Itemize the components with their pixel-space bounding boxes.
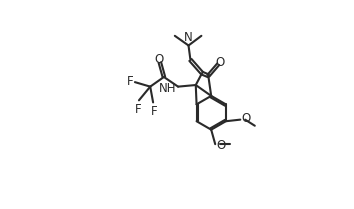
Text: O: O	[217, 139, 226, 152]
Text: O: O	[215, 56, 224, 69]
Text: F: F	[151, 105, 158, 118]
Text: O: O	[241, 112, 251, 125]
Text: NH: NH	[159, 82, 176, 95]
Text: O: O	[154, 53, 163, 66]
Text: N: N	[184, 31, 193, 44]
Text: F: F	[135, 103, 142, 116]
Text: F: F	[127, 75, 134, 88]
